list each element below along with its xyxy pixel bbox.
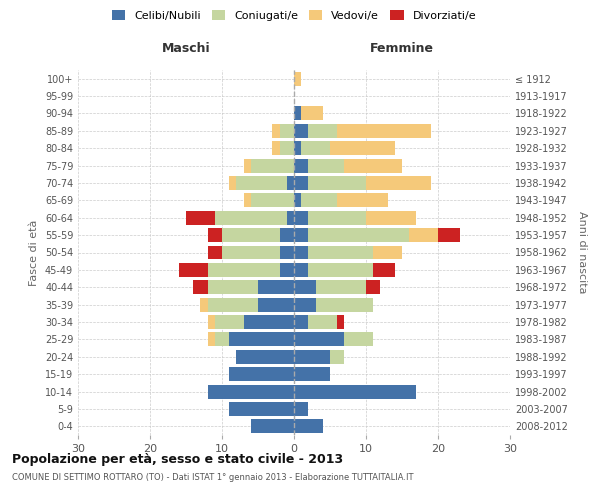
Bar <box>344 158 402 172</box>
Bar <box>409 228 438 242</box>
Bar <box>337 194 388 207</box>
Bar <box>294 402 308 416</box>
Bar <box>294 228 308 242</box>
Y-axis label: Fasce di età: Fasce di età <box>29 220 39 286</box>
Bar <box>366 211 416 224</box>
Bar <box>280 228 294 242</box>
Bar <box>344 332 373 346</box>
Bar <box>215 332 229 346</box>
Bar <box>294 106 301 120</box>
Bar <box>208 228 222 242</box>
Bar <box>294 280 316 294</box>
Bar <box>280 124 294 138</box>
Bar <box>294 350 330 364</box>
Bar <box>308 246 373 260</box>
Bar <box>294 384 416 398</box>
Bar <box>294 298 316 312</box>
Bar <box>179 263 208 277</box>
Bar <box>229 402 294 416</box>
Bar <box>301 194 337 207</box>
Bar <box>244 158 251 172</box>
Bar <box>186 211 215 224</box>
Text: Maschi: Maschi <box>161 42 211 56</box>
Text: COMUNE DI SETTIMO ROTTARO (TO) - Dati ISTAT 1° gennaio 2013 - Elaborazione TUTTA: COMUNE DI SETTIMO ROTTARO (TO) - Dati IS… <box>12 472 413 482</box>
Bar <box>272 124 280 138</box>
Bar <box>330 350 344 364</box>
Bar <box>215 211 287 224</box>
Bar <box>280 263 294 277</box>
Bar <box>287 211 294 224</box>
Bar <box>287 176 294 190</box>
Bar <box>244 194 251 207</box>
Bar <box>373 263 395 277</box>
Bar <box>294 332 344 346</box>
Bar <box>294 142 301 155</box>
Bar <box>301 142 330 155</box>
Bar <box>222 246 280 260</box>
Bar <box>294 315 308 329</box>
Text: Popolazione per età, sesso e stato civile - 2013: Popolazione per età, sesso e stato civil… <box>12 452 343 466</box>
Bar <box>294 176 308 190</box>
Bar <box>308 176 366 190</box>
Bar <box>215 315 244 329</box>
Bar <box>208 384 294 398</box>
Bar <box>337 124 431 138</box>
Bar <box>438 228 460 242</box>
Bar <box>208 315 215 329</box>
Bar <box>337 315 344 329</box>
Bar <box>280 246 294 260</box>
Bar <box>258 298 294 312</box>
Text: Femmine: Femmine <box>370 42 434 56</box>
Bar <box>222 228 280 242</box>
Bar <box>294 72 301 86</box>
Bar <box>208 246 222 260</box>
Bar <box>208 332 215 346</box>
Bar <box>229 332 294 346</box>
Bar <box>294 211 308 224</box>
Bar <box>208 298 258 312</box>
Bar <box>308 228 409 242</box>
Bar <box>244 315 294 329</box>
Bar <box>316 280 366 294</box>
Bar <box>272 142 280 155</box>
Bar <box>258 280 294 294</box>
Bar <box>301 106 323 120</box>
Bar <box>330 142 395 155</box>
Bar <box>280 142 294 155</box>
Bar <box>366 176 431 190</box>
Bar <box>294 158 308 172</box>
Bar <box>294 194 301 207</box>
Bar <box>251 194 294 207</box>
Bar <box>208 263 280 277</box>
Bar <box>193 280 208 294</box>
Bar <box>373 246 402 260</box>
Bar <box>251 158 294 172</box>
Bar <box>294 246 308 260</box>
Y-axis label: Anni di nascita: Anni di nascita <box>577 211 587 294</box>
Bar <box>200 298 208 312</box>
Legend: Celibi/Nubili, Coniugati/e, Vedovi/e, Divorziati/e: Celibi/Nubili, Coniugati/e, Vedovi/e, Di… <box>110 8 478 24</box>
Bar <box>229 367 294 381</box>
Bar <box>308 263 373 277</box>
Bar <box>236 350 294 364</box>
Bar <box>366 280 380 294</box>
Bar <box>294 420 323 434</box>
Bar <box>308 124 337 138</box>
Bar <box>294 124 308 138</box>
Bar <box>251 420 294 434</box>
Bar <box>229 176 236 190</box>
Bar <box>294 367 330 381</box>
Bar <box>294 263 308 277</box>
Bar <box>308 315 337 329</box>
Bar <box>308 211 366 224</box>
Bar <box>316 298 373 312</box>
Bar <box>308 158 344 172</box>
Bar <box>208 280 258 294</box>
Bar <box>236 176 287 190</box>
